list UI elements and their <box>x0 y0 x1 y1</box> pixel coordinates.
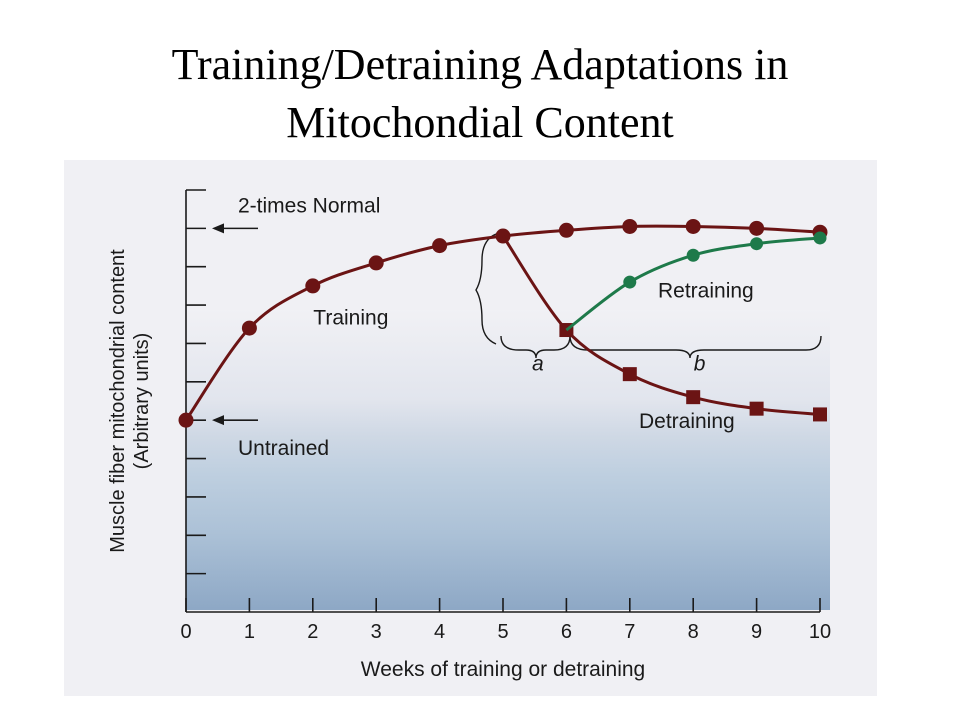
annotation-detraining: Detraining <box>639 410 735 433</box>
bracket-annotations <box>475 233 822 359</box>
x-tick-label: 3 <box>371 621 382 643</box>
y-axis-units: (Arbitrary units) <box>131 333 153 470</box>
reference-label-2x-normal: 2-times Normal <box>238 194 380 217</box>
y-axis-title: Muscle fiber mitochondrial content <box>107 249 129 553</box>
training-point <box>241 320 257 336</box>
chart: 0 1 2 3 4 5 6 7 8 9 10 Weeks of training or detrain… <box>64 160 877 696</box>
reference-label-untrained: Untrained <box>238 437 329 460</box>
retraining-point <box>686 248 700 262</box>
detraining-point <box>686 390 701 405</box>
annotation-a: a <box>532 352 544 375</box>
training-point <box>685 218 701 234</box>
x-tick-label: 1 <box>244 621 255 643</box>
slide-title-line-2: Mitochondial Content <box>286 98 674 147</box>
x-tick-label: 10 <box>809 621 831 643</box>
training-point <box>558 222 574 238</box>
x-tick-label: 2 <box>307 621 318 643</box>
detraining-point <box>813 407 827 422</box>
retraining-point <box>813 231 827 245</box>
training-point <box>622 218 638 234</box>
annotation-retraining: Retraining <box>658 279 754 302</box>
x-tick-label: 9 <box>751 621 762 643</box>
detraining-point <box>622 367 637 382</box>
chart-figure: 0 1 2 3 4 5 6 7 8 9 10 Weeks of training or detrain… <box>64 160 877 696</box>
x-tick-label: 6 <box>561 621 572 643</box>
bracket-a <box>500 335 571 359</box>
training-point <box>305 278 321 294</box>
detraining-point <box>749 401 764 416</box>
x-tick-label: 5 <box>497 621 508 643</box>
training-point <box>178 412 194 428</box>
reference-arrow-head <box>212 415 224 426</box>
retraining-point <box>750 237 764 251</box>
bracket-b <box>569 335 822 359</box>
reference-arrow-head <box>212 223 224 234</box>
x-tick-label: 4 <box>434 621 445 643</box>
training-point <box>432 238 448 254</box>
annotation-training: Training <box>313 306 388 329</box>
retraining-point <box>623 275 637 289</box>
x-tick-label: 7 <box>624 621 635 643</box>
training-point <box>749 220 765 236</box>
training-series-line <box>184 224 821 422</box>
bracket-a-vertical <box>475 233 497 345</box>
x-axis-title: Weeks of training or detraining <box>361 658 645 681</box>
slide-title: Training/Detraining Adaptations in Mitoc… <box>0 36 960 152</box>
slide-title-line-1: Training/Detraining Adaptations in <box>171 40 789 89</box>
x-tick-label: 8 <box>688 621 699 643</box>
x-tick-label: 0 <box>180 621 191 643</box>
training-point <box>368 255 384 271</box>
plot-background <box>186 310 830 610</box>
annotation-b: b <box>694 352 706 375</box>
